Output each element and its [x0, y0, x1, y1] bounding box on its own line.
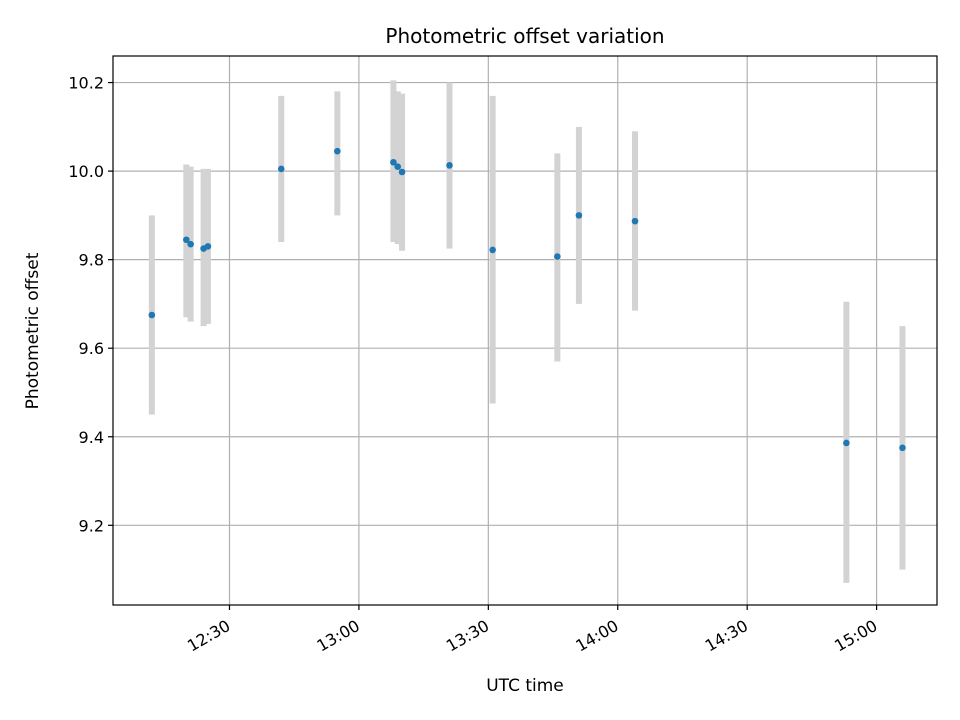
y-tick-label: 10.0 [68, 162, 104, 181]
grid-layer [113, 56, 937, 605]
data-point [398, 168, 406, 176]
y-tick-label: 9.8 [79, 251, 104, 270]
chart-title: Photometric offset variation [385, 24, 664, 48]
data-point [183, 236, 190, 244]
data-point [148, 311, 156, 319]
data-point [334, 147, 341, 155]
y-axis-label: Photometric offset [23, 252, 43, 409]
y-tick-layer: 9.2 9.4 9.6 9.8 10.0 10.2 [68, 74, 113, 535]
data-point [843, 439, 850, 447]
data-point [575, 212, 583, 219]
data-point [489, 246, 496, 254]
plot-frame [112, 55, 938, 606]
data-point [446, 162, 453, 169]
data-point [899, 444, 906, 452]
data-point [277, 165, 285, 173]
y-tick-label: 9.6 [79, 339, 104, 358]
data-point [631, 217, 639, 225]
data-point [394, 163, 402, 170]
y-tick-label: 9.4 [79, 428, 104, 447]
data-point [204, 243, 212, 250]
y-tick-label: 10.2 [68, 74, 104, 93]
data-point [390, 158, 397, 166]
data-point [187, 240, 194, 248]
data-point [554, 253, 561, 260]
point-layer [148, 147, 906, 452]
x-axis-label: UTC time [486, 676, 564, 696]
y-tick-label: 9.2 [79, 516, 104, 535]
